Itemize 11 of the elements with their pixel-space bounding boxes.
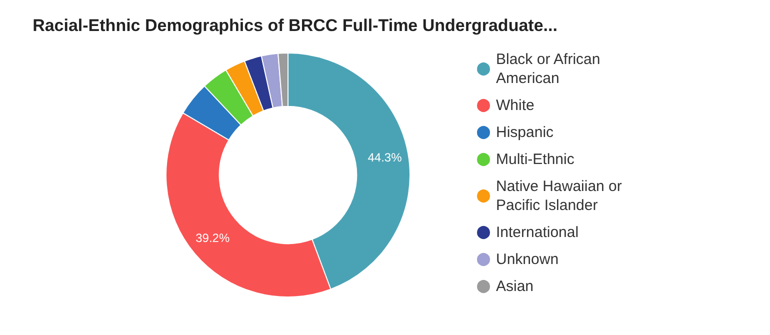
legend-label: Hispanic: [496, 124, 554, 141]
data-label: 44.3%: [368, 150, 402, 164]
legend-label: Multi-Ethnic: [496, 151, 575, 168]
legend-label: Native Hawaiian or Pacific Islander: [496, 178, 626, 214]
legend-label: Unknown: [496, 251, 559, 268]
legend-label: White: [496, 97, 534, 114]
legend-label: Asian: [496, 278, 534, 295]
data-label: 39.2%: [196, 231, 230, 246]
chart-title: Racial-Ethnic Demographics of BRCC Full-Time Undergraduate...: [32, 16, 558, 35]
legend-label: Black or African American: [496, 51, 604, 87]
legend-label: International: [496, 224, 579, 241]
